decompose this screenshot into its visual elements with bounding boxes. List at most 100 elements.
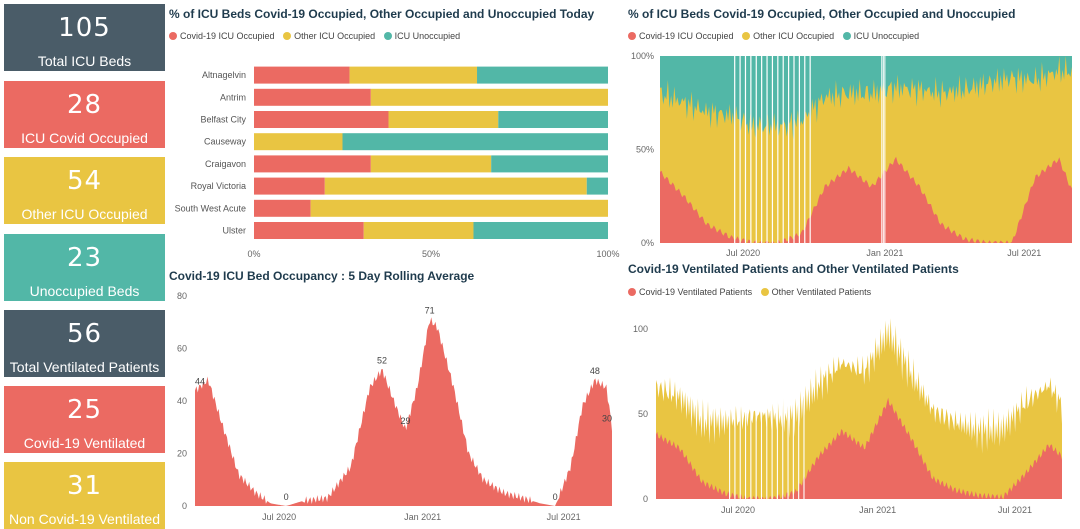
legend-ventilated: Covid-19 Ventilated Patients Other Venti… [628, 287, 877, 297]
kpi-unoccupied-beds: 23 Unoccupied Beds [4, 234, 165, 301]
legend-item: Other Ventilated Patients [760, 287, 872, 297]
x-tick-label: Jul 2021 [1007, 248, 1041, 258]
bar-segment [310, 199, 608, 217]
chart-title-rolling-average: Covid-19 ICU Bed Occupancy : 5 Day Rolli… [169, 269, 475, 283]
kpi-total-ventilated: 56 Total Ventilated Patients [4, 310, 165, 377]
chart-title-pct-history: % of ICU Beds Covid-19 Occupied, Other O… [628, 7, 1016, 21]
chart-area-pct-history: 0% 50% 100% Jul 2020 Jan 2021 Jul 2021 [631, 51, 1072, 258]
kpi-label: Other ICU Occupied [21, 206, 148, 222]
legend-label: Covid-19 ICU Occupied [639, 31, 734, 41]
kpi-value: 54 [66, 166, 103, 196]
kpi-value: 31 [66, 471, 103, 501]
bar-segment [342, 133, 608, 151]
x-tick-label: Jul 2020 [726, 248, 760, 258]
bar-segment [254, 133, 343, 151]
y-tick-label: 100 [633, 324, 648, 334]
kpi-covid-ventilated: 25 Covid-19 Ventilated [4, 386, 165, 453]
data-label: 0 [284, 492, 289, 502]
x-tick-label: Jan 2021 [404, 512, 441, 522]
legend-item: Other ICU Occupied [742, 31, 834, 41]
legend-item: ICU Unoccupied [383, 31, 460, 41]
area-other-icu-occupied [660, 56, 1072, 243]
x-tick-label: 0% [247, 249, 260, 259]
x-tick-label: Jul 2021 [998, 505, 1032, 515]
bar-segment [370, 155, 492, 173]
x-tick-label: Jul 2020 [262, 512, 296, 522]
kpi-label: Non Covid-19 Ventilated [9, 511, 160, 527]
legend-item: Covid-19 ICU Occupied [169, 31, 275, 41]
bar-segment [370, 88, 608, 106]
kpi-icu-covid-occupied: 28 ICU Covid Occupied [4, 81, 165, 148]
category-label: Antrim [220, 92, 246, 102]
legend-label: Covid-19 ICU Occupied [180, 31, 275, 41]
chart-area-rolling-average: 0 20 40 60 80 44 0 52 29 71 0 48 30 Jul 2020 Jan 2021 J… [177, 291, 612, 522]
category-label: Craigavon [205, 159, 246, 169]
legend-today: Covid-19 ICU Occupied Other ICU Occupied… [169, 31, 466, 41]
legend-label: Other Ventilated Patients [771, 287, 872, 297]
kpi-total-icu-beds: 105 Total ICU Beds [4, 4, 165, 71]
data-label: 48 [590, 366, 600, 376]
kpi-value: 25 [66, 395, 103, 425]
legend-item: Covid-19 Ventilated Patients [628, 287, 752, 297]
category-label: Causeway [204, 137, 247, 147]
area-covid-rolling-average [195, 317, 612, 506]
y-tick-label: 50 [638, 409, 648, 419]
chart-title-ventilated: Covid-19 Ventilated Patients and Other V… [628, 262, 959, 276]
x-tick-label: Jul 2020 [721, 505, 755, 515]
category-label: Ulster [222, 226, 246, 236]
bar-segment [498, 111, 608, 128]
kpi-label: Unoccupied Beds [29, 283, 140, 299]
category-label: Royal Victoria [191, 181, 246, 191]
legend-label: Covid-19 Ventilated Patients [639, 287, 753, 297]
bar-segment [254, 155, 371, 173]
y-tick-label: 80 [177, 291, 187, 301]
kpi-other-icu-occupied: 54 Other ICU Occupied [4, 157, 165, 224]
category-label: Belfast City [200, 115, 246, 125]
bar-segment [254, 111, 389, 128]
kpi-value: 105 [58, 13, 111, 43]
y-tick-label: 0 [182, 501, 187, 511]
bar-segment [363, 222, 474, 239]
bar-segment [349, 66, 478, 84]
data-label: 71 [425, 306, 435, 316]
kpi-label: ICU Covid Occupied [21, 130, 148, 146]
x-tick-label: Jan 2021 [859, 505, 896, 515]
data-label: 52 [377, 356, 387, 366]
legend-pct-history: Covid-19 ICU Occupied Other ICU Occupied… [628, 31, 925, 41]
legend-item: Covid-19 ICU Occupied [628, 31, 734, 41]
bar-segment [473, 222, 608, 239]
chart-title-today: % of ICU Beds Covid-19 Occupied, Other O… [169, 7, 595, 21]
area-covid-ventilated [656, 397, 1062, 499]
data-label: 30 [602, 413, 612, 423]
bar-segment [254, 177, 325, 195]
data-label: 29 [400, 416, 410, 426]
legend-item: ICU Unoccupied [842, 31, 920, 41]
x-tick-label: 50% [422, 249, 440, 259]
kpi-value: 28 [66, 90, 103, 120]
kpi-label: Total ICU Beds [37, 53, 132, 69]
y-tick-label: 0% [641, 238, 654, 248]
legend-label: Other ICU Occupied [753, 31, 835, 41]
x-tick-label: Jan 2021 [866, 248, 903, 258]
chart-area-ventilated: 0 50 100 Jul 2020 Jan 2021 Jul 2021 [633, 318, 1062, 515]
category-label: Altnagelvin [202, 70, 246, 80]
bar-segment [254, 66, 350, 84]
bar-segment [324, 177, 587, 195]
legend-item: Other ICU Occupied [283, 31, 375, 41]
bar-segment [388, 111, 499, 128]
kpi-label: Total Ventilated Patients [9, 359, 160, 375]
kpi-label: Covid-19 Ventilated [23, 435, 146, 451]
bar-segment [586, 177, 608, 195]
y-tick-label: 50% [636, 145, 654, 155]
y-tick-label: 60 [177, 344, 187, 354]
kpi-value: 56 [66, 319, 103, 349]
legend-label: ICU Unoccupied [853, 31, 920, 41]
area-other-ventilated [656, 318, 1062, 499]
bar-segment [491, 155, 608, 173]
y-tick-label: 0 [643, 494, 648, 504]
kpi-non-covid-ventilated: 31 Non Covid-19 Ventilated [4, 462, 165, 529]
chart-bar-today: Altnagelvin Antrim Belfast City Causeway Cra… [175, 66, 620, 259]
bar-segment [254, 222, 364, 239]
data-label: 0 [553, 492, 558, 502]
x-tick-label: 100% [596, 249, 619, 259]
